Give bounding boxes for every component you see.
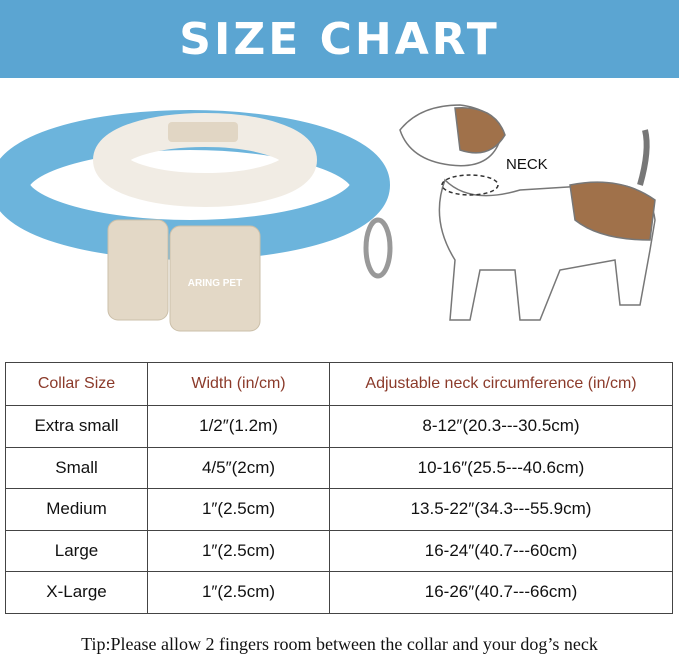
header-cell: Width (in/cm) [147,362,330,406]
size-table: Collar Size Width (in/cm) Adjustable nec… [5,362,673,614]
table-row: X-Large 1″(2.5cm) 16-26″(40.7---66cm) [5,571,673,614]
cell: Medium [5,488,148,531]
header-cell: Collar Size [5,362,148,406]
page-title: SIZE CHART [179,13,500,65]
cell: 16-24″(40.7---60cm) [329,529,673,572]
table-row: Extra small 1/2″(1.2m) 8-12″(20.3---30.5cm… [5,405,673,448]
title-banner: SIZE CHART [0,0,679,78]
header-cell: Adjustable neck circumference (in/cm) [329,362,673,406]
neck-label: NECK [506,156,548,173]
table-row: Small 4/5″(2cm) 10-16″(25.5---40.6cm) [5,446,673,489]
table-row: Medium 1″(2.5cm) 13.5-22″(34.3---55.9cm) [5,488,673,531]
brand-label: ARING PET [188,278,242,289]
cell: 1″(2.5cm) [147,529,330,572]
cell: 4/5″(2cm) [147,446,330,489]
cell: 8-12″(20.3---30.5cm) [329,405,673,448]
cell: 13.5-22″(34.3---55.9cm) [329,488,673,531]
table-row: Large 1″(2.5cm) 16-24″(40.7---60cm) [5,529,673,572]
cell: 10-16″(25.5---40.6cm) [329,446,673,489]
cell: 16-26″(40.7---66cm) [329,571,673,614]
tip-text: Tip:Please allow 2 fingers room between … [81,634,598,654]
table-header-row: Collar Size Width (in/cm) Adjustable nec… [5,362,673,406]
collar-image: ARING PET [0,110,393,332]
cell: X-Large [5,571,148,614]
product-illustration: ARING PET [0,104,656,332]
cell: Extra small [5,405,148,448]
cell: Small [5,446,148,489]
dog-illustration [399,104,656,321]
cell: 1/2″(1.2m) [147,405,330,448]
cell: Large [5,529,148,572]
cell: 1″(2.5cm) [147,488,330,531]
cell: 1″(2.5cm) [147,571,330,614]
